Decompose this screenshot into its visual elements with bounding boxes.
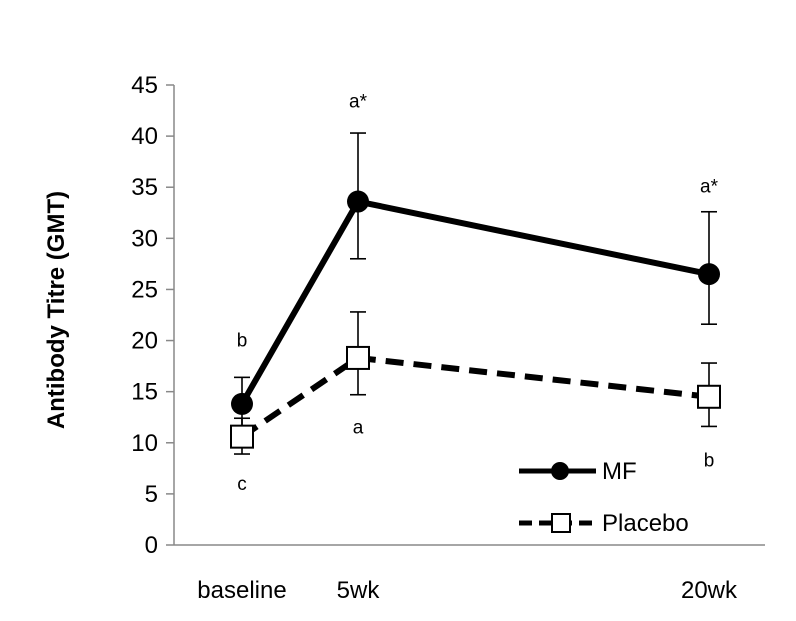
legend-label: Placebo bbox=[602, 510, 689, 537]
y-tick-label: 25 bbox=[131, 276, 158, 303]
legend: MF Placebo bbox=[519, 458, 689, 537]
x-tick-label: 5wk bbox=[337, 577, 381, 604]
y-tick-label: 5 bbox=[145, 481, 158, 508]
significance-label: c bbox=[237, 474, 247, 495]
data-point bbox=[230, 424, 254, 449]
data-point bbox=[231, 392, 253, 415]
legend-item: Placebo bbox=[519, 510, 689, 537]
series-mf bbox=[231, 132, 720, 431]
axes bbox=[173, 85, 765, 546]
x-tick-label: 20wk bbox=[681, 577, 738, 604]
significance-label: a bbox=[353, 418, 364, 439]
annotations: b c a* a a* b bbox=[237, 91, 719, 494]
data-point bbox=[697, 384, 721, 409]
y-tick-label: 45 bbox=[131, 72, 158, 99]
significance-label: a* bbox=[700, 176, 719, 197]
legend-label: MF bbox=[602, 458, 637, 485]
y-tick-label: 20 bbox=[131, 328, 158, 355]
significance-label: b bbox=[704, 450, 715, 471]
y-tick-label: 35 bbox=[131, 174, 158, 201]
series-line bbox=[240, 354, 710, 440]
significance-label: a* bbox=[349, 91, 368, 112]
y-tick-label: 10 bbox=[131, 430, 158, 457]
data-point bbox=[347, 190, 369, 213]
series-layer bbox=[230, 132, 721, 455]
y-ticks: 0 5 10 15 20 25 30 35 40 45 bbox=[131, 72, 174, 559]
x-tick-label: baseline bbox=[197, 577, 286, 604]
legend-item: MF bbox=[519, 458, 637, 485]
legend-marker bbox=[551, 462, 569, 480]
y-tick-label: 0 bbox=[145, 532, 158, 559]
x-ticks: baseline 5wk 20wk bbox=[197, 577, 738, 604]
y-tick-label: 30 bbox=[131, 225, 158, 252]
series-placebo bbox=[230, 311, 721, 455]
legend-marker bbox=[551, 513, 571, 533]
data-point bbox=[698, 263, 720, 286]
y-tick-label: 40 bbox=[131, 123, 158, 150]
y-axis-title: Antibody Titre (GMT) bbox=[43, 191, 70, 429]
y-tick-label: 15 bbox=[131, 379, 158, 406]
significance-label: b bbox=[237, 331, 248, 352]
data-point bbox=[346, 345, 370, 370]
